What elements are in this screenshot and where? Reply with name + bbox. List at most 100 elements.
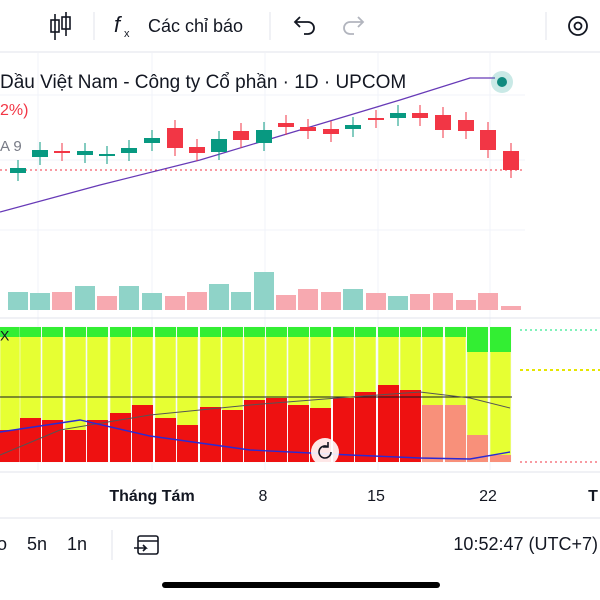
candle-body — [99, 154, 115, 156]
range-button[interactable]: 1n — [67, 534, 87, 554]
indicator-top — [355, 327, 376, 337]
fx-icon[interactable]: x — [124, 28, 130, 40]
indicator-top — [65, 327, 86, 337]
indicator-top — [110, 327, 131, 337]
range-button[interactable]: o — [0, 534, 7, 554]
time-label: Tháng Tám — [109, 488, 194, 505]
volume-bar — [8, 292, 28, 310]
volume-bar — [97, 296, 117, 310]
candle-body — [233, 131, 249, 140]
indicator-bar — [20, 418, 41, 462]
indicator-top — [87, 327, 108, 337]
volume-bar — [75, 286, 95, 310]
indicator-top — [177, 327, 198, 337]
fx-icon[interactable]: f — [114, 12, 123, 37]
volume-bars — [8, 272, 521, 310]
indicator-bar — [422, 405, 443, 462]
undo-button[interactable] — [293, 16, 315, 35]
volume-bar — [187, 292, 207, 310]
range-button[interactable]: 5n — [27, 534, 47, 554]
indicator-top — [155, 327, 176, 337]
volume-bar — [343, 289, 363, 310]
indicator-bar — [333, 398, 354, 462]
indicator-bar — [222, 410, 243, 462]
candle-body — [256, 130, 272, 143]
indicator-top — [422, 327, 443, 337]
indicator-top — [400, 327, 421, 337]
moving-average — [0, 77, 495, 213]
indicators-button[interactable]: Các chỉ báo — [148, 16, 243, 36]
candle-body — [167, 128, 183, 148]
indicator-bar — [155, 418, 176, 462]
indicator-bar — [0, 430, 21, 462]
indicator-bar — [132, 405, 153, 462]
volume-bar — [254, 272, 274, 310]
indicator-top — [378, 327, 399, 337]
redo-button[interactable] — [343, 16, 365, 35]
candles — [10, 105, 519, 181]
candle-body — [189, 147, 205, 153]
last-point — [497, 77, 507, 87]
candle-body — [480, 130, 496, 150]
home-indicator — [162, 582, 440, 588]
indicator-bar — [490, 455, 511, 462]
chart-title: Dầu Việt Nam - Công ty Cổ phần · 1D · UP… — [0, 72, 406, 93]
indicator-top — [333, 327, 354, 337]
time-label: 8 — [259, 488, 268, 505]
time-label: 22 — [479, 488, 497, 505]
reset-button[interactable] — [311, 438, 339, 466]
volume-bar — [410, 294, 430, 310]
candle-icon[interactable] — [50, 12, 71, 40]
indicator-bar — [400, 390, 421, 462]
date-range-icon[interactable] — [134, 535, 159, 555]
reset-icon[interactable] — [318, 442, 332, 459]
volume-bar — [433, 293, 453, 310]
indicator-top — [244, 327, 265, 337]
candle-body — [54, 151, 70, 153]
time-label: 15 — [367, 488, 385, 505]
indicator-bar — [445, 405, 466, 462]
volume-bar — [321, 292, 341, 310]
candle-body — [368, 118, 384, 120]
candle-body — [345, 125, 361, 129]
time-label: T — [588, 488, 598, 505]
indicator-bar — [244, 400, 265, 462]
candle-body — [278, 123, 294, 127]
indicator-top — [467, 327, 488, 352]
indicator-bar — [42, 420, 63, 462]
indicator-top — [310, 327, 331, 337]
volume-bar — [298, 289, 318, 310]
candle-body — [435, 115, 451, 130]
ma-label: A 9 — [0, 138, 22, 155]
volume-bar — [501, 306, 521, 310]
indicator-bars — [0, 326, 512, 463]
indicator-top — [132, 327, 153, 337]
indicator-bar — [467, 435, 488, 462]
indicator-top — [0, 327, 21, 337]
candle-body — [300, 127, 316, 131]
indicator-bar — [355, 392, 376, 462]
volume-bar — [276, 295, 296, 310]
indicator-top — [288, 327, 309, 337]
indicator-bar — [378, 385, 399, 462]
candle-body — [412, 113, 428, 118]
volume-bar — [478, 293, 498, 310]
candle-body — [323, 129, 339, 134]
volume-bar — [456, 300, 476, 310]
indicator-top — [222, 327, 243, 337]
settings-button[interactable] — [568, 16, 588, 36]
signal-line — [0, 419, 511, 460]
candle-body — [121, 148, 137, 153]
volume-bar — [209, 284, 229, 310]
candle-body — [458, 120, 474, 131]
indicator-top — [42, 327, 63, 337]
indicator-top — [266, 327, 287, 337]
indicator-bar — [110, 413, 131, 462]
candle-body — [144, 138, 160, 143]
indicator-top — [20, 327, 41, 337]
clock: 10:52:47 (UTC+7) — [453, 534, 598, 554]
indicator-bar — [177, 425, 198, 462]
indicator-top — [445, 327, 466, 337]
signal-line — [0, 391, 511, 456]
